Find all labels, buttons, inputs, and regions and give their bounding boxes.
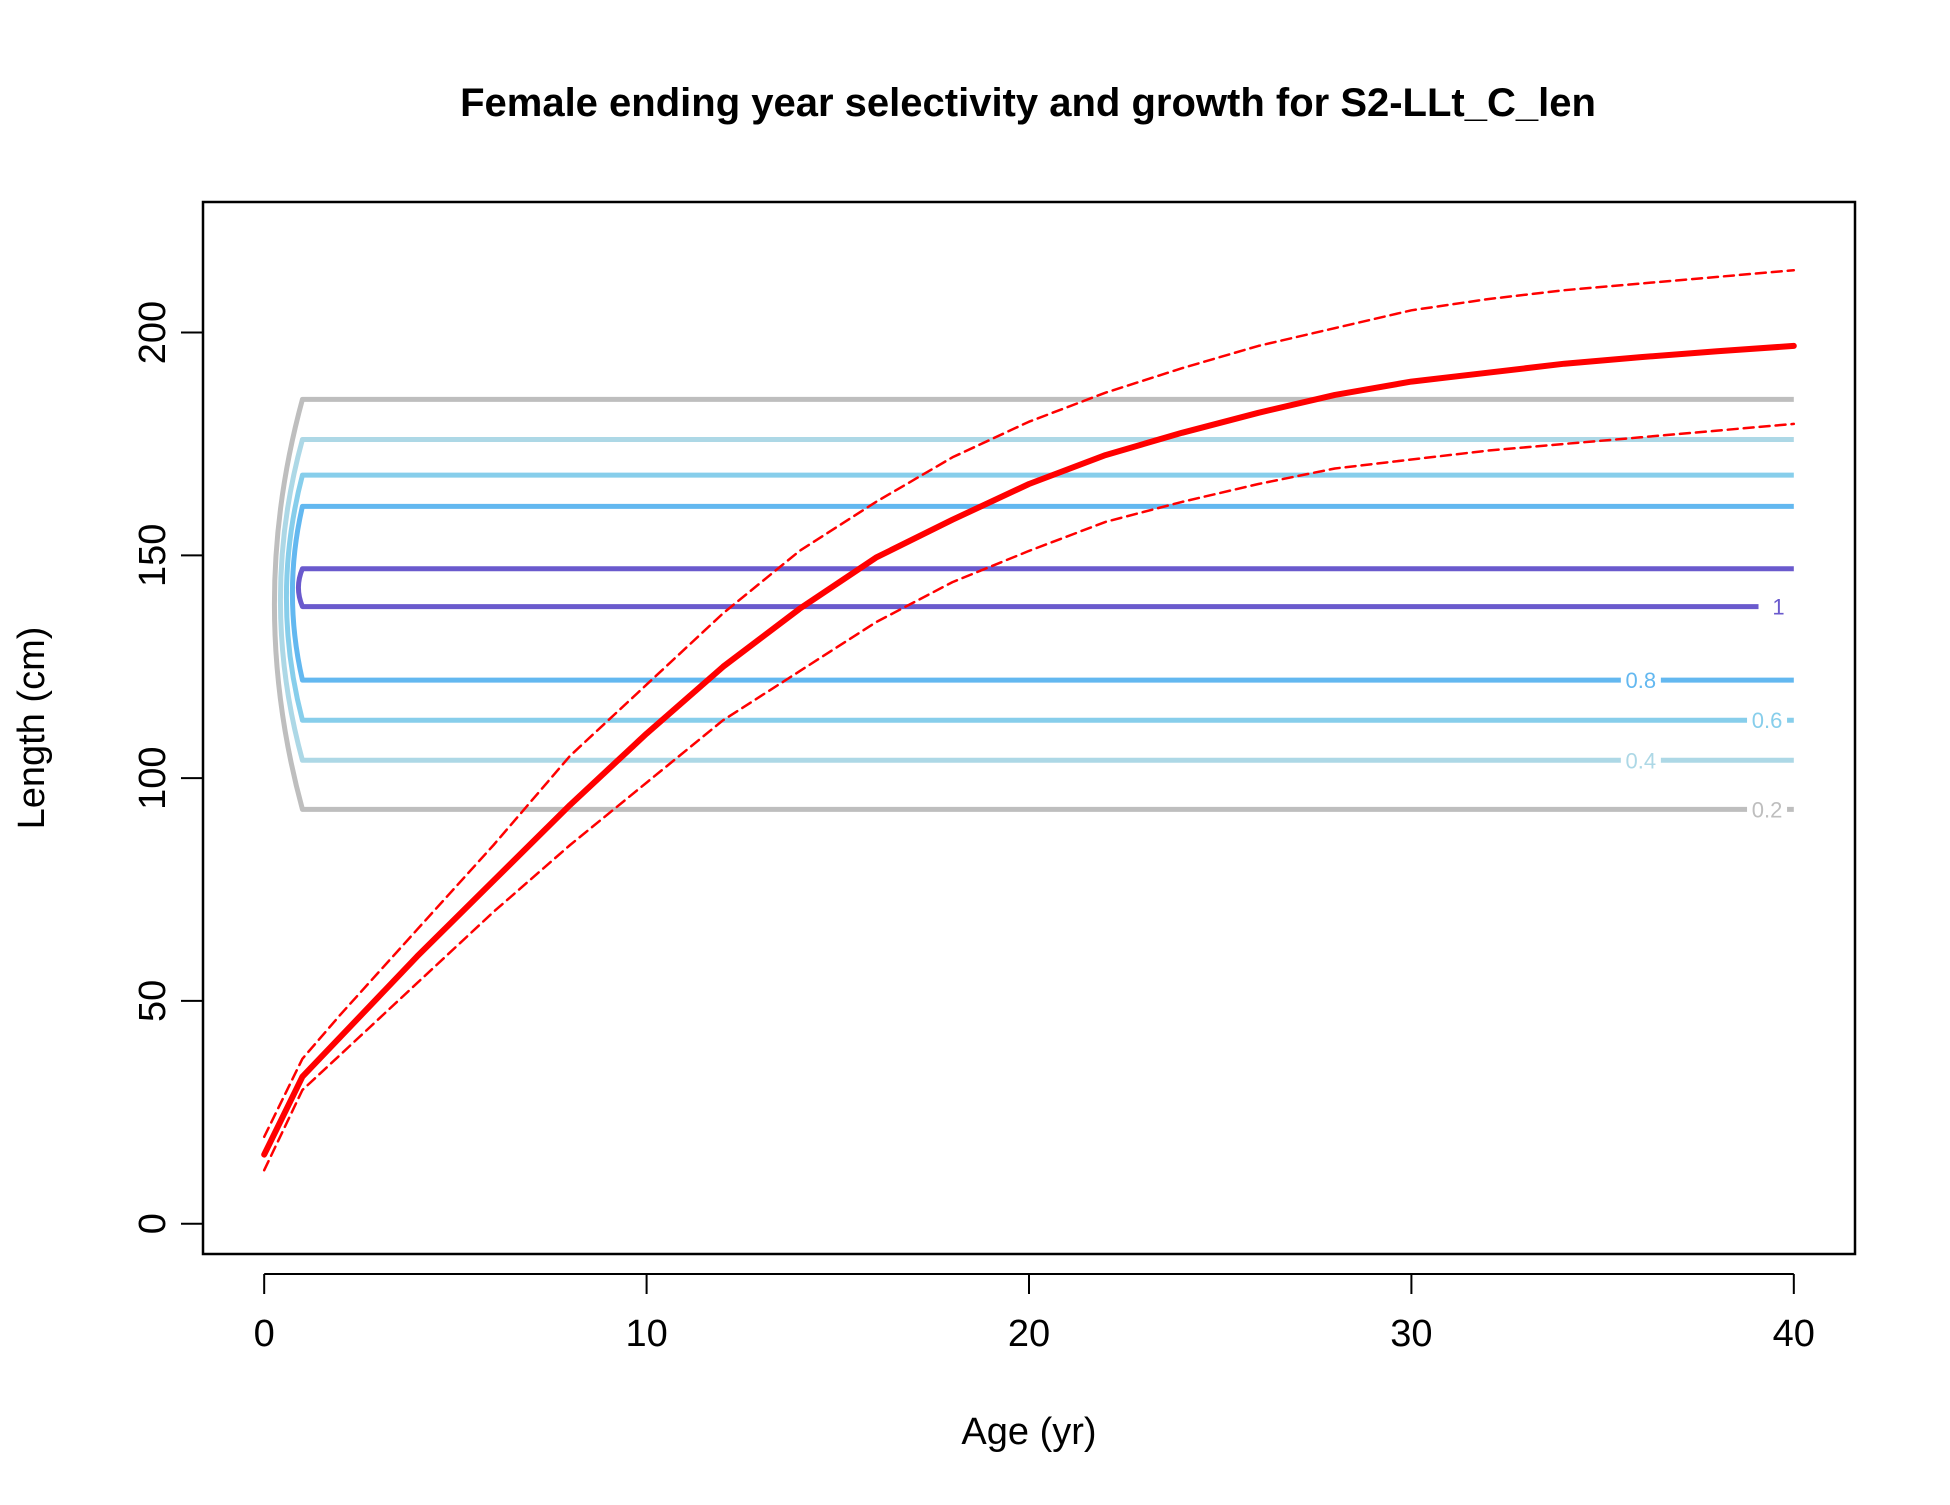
growth-ci-line-1 <box>262 268 1796 1139</box>
contour-label-gap-1 <box>1758 592 1799 621</box>
growth-mean-line <box>261 342 1797 1158</box>
contour-label-gap-0-6 <box>1747 706 1788 735</box>
contour-line-0-4 <box>277 436 1794 763</box>
growth-curves <box>261 268 1797 1172</box>
chart-title: Female ending year selectivity and growt… <box>460 81 1596 125</box>
contour-label-gap-0-2 <box>1747 795 1788 824</box>
contour-line-1 <box>295 566 1794 610</box>
contour-label-1: 1 <box>1772 595 1784 620</box>
y-tick-label-0: 0 <box>132 1213 174 1234</box>
contour-line-0-2 <box>271 396 1794 812</box>
contour-label-0-6: 0.6 <box>1752 708 1783 733</box>
y-tick-label-200: 200 <box>132 301 174 364</box>
x-tick-label-0: 0 <box>254 1313 275 1355</box>
selectivity-contours: 0.2 0.4 0.6 0.8 1 <box>271 396 1799 824</box>
growth-ci-line-2 <box>262 422 1796 1172</box>
y-tick-label-150: 150 <box>132 524 174 587</box>
contour-label-gap-0-4 <box>1620 746 1661 775</box>
contour-label-0-4: 0.4 <box>1626 748 1657 773</box>
contour-label-0-2: 0.2 <box>1752 797 1783 822</box>
x-axis: 0 10 20 30 40 <box>254 1273 1815 1355</box>
contour-label-0-8: 0.8 <box>1626 668 1657 693</box>
y-tick-label-100: 100 <box>132 746 174 809</box>
x-tick-label-40: 40 <box>1773 1313 1815 1355</box>
x-tick-label-30: 30 <box>1390 1313 1432 1355</box>
contour-label-gap-0-8 <box>1620 666 1661 695</box>
contour-line-0-8 <box>289 503 1794 683</box>
x-tick-label-10: 10 <box>625 1313 667 1355</box>
y-tick-label-50: 50 <box>132 980 174 1022</box>
x-axis-label: Age (yr) <box>961 1411 1096 1453</box>
plot-content: 0.2 0.4 0.6 0.8 1 <box>261 268 1799 1172</box>
y-axis: 0 50 100 150 200 <box>132 301 204 1234</box>
y-axis-label: Length (cm) <box>11 627 53 830</box>
x-tick-label-20: 20 <box>1008 1313 1050 1355</box>
contour-line-0-6 <box>283 472 1794 723</box>
